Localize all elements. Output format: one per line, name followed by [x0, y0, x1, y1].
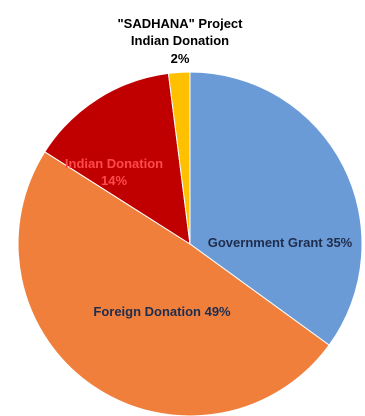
pie-slice-indian-donation [44, 72, 191, 245]
pie-slice-sadhana-project-indian-donation [167, 71, 191, 245]
pie-slices [17, 71, 363, 416]
label-foreign-donation: Foreign Donation 49% [93, 304, 231, 319]
label-sadhana-line2: Indian Donation [131, 33, 229, 48]
label-government-grant: Government Grant 35% [208, 235, 353, 250]
label-sadhana-line1: "SADHANA" Project [117, 16, 243, 31]
label-indian-donation-name: Indian Donation [65, 156, 163, 171]
label-indian-donation-pct: 14% [101, 173, 127, 188]
pie-slice-foreign-donation [17, 151, 330, 416]
pie-slice-government-grant [189, 71, 363, 346]
label-sadhana-line3: 2% [171, 51, 190, 66]
